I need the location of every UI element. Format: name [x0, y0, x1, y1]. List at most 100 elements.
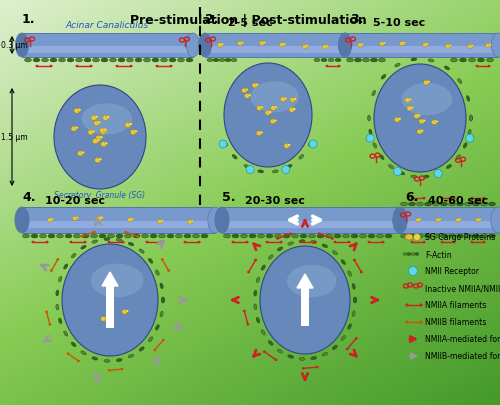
Ellipse shape — [426, 44, 428, 46]
Ellipse shape — [352, 311, 356, 317]
Ellipse shape — [422, 120, 426, 122]
Ellipse shape — [104, 238, 110, 241]
Ellipse shape — [232, 241, 234, 244]
Ellipse shape — [56, 290, 59, 296]
Ellipse shape — [108, 369, 110, 372]
Ellipse shape — [351, 234, 358, 239]
Ellipse shape — [411, 176, 417, 179]
Ellipse shape — [302, 45, 308, 50]
Ellipse shape — [118, 59, 125, 63]
Ellipse shape — [419, 321, 423, 324]
Ellipse shape — [373, 143, 377, 149]
Ellipse shape — [198, 241, 200, 244]
Ellipse shape — [92, 139, 98, 144]
Ellipse shape — [314, 59, 320, 63]
Ellipse shape — [244, 165, 250, 169]
Ellipse shape — [394, 64, 400, 68]
Ellipse shape — [376, 234, 384, 239]
Ellipse shape — [201, 234, 208, 239]
Ellipse shape — [410, 107, 414, 110]
Ellipse shape — [32, 241, 34, 244]
Ellipse shape — [292, 109, 296, 111]
Ellipse shape — [241, 43, 244, 45]
Ellipse shape — [215, 207, 229, 233]
Ellipse shape — [104, 143, 108, 145]
Ellipse shape — [122, 309, 128, 314]
Ellipse shape — [468, 45, 472, 49]
Ellipse shape — [394, 118, 400, 123]
Ellipse shape — [276, 238, 279, 240]
Ellipse shape — [231, 59, 237, 63]
Ellipse shape — [124, 234, 132, 239]
Ellipse shape — [290, 98, 296, 103]
Ellipse shape — [326, 234, 332, 239]
Ellipse shape — [125, 123, 131, 128]
Ellipse shape — [388, 165, 394, 169]
Ellipse shape — [75, 127, 78, 130]
Ellipse shape — [192, 234, 200, 239]
Ellipse shape — [100, 136, 103, 139]
Ellipse shape — [302, 367, 305, 370]
Bar — [205, 34, 345, 58]
Ellipse shape — [360, 271, 363, 274]
Ellipse shape — [321, 59, 327, 63]
Ellipse shape — [283, 44, 286, 46]
Ellipse shape — [248, 95, 251, 97]
Ellipse shape — [354, 297, 356, 303]
Ellipse shape — [436, 219, 440, 222]
Text: 40-60 sec: 40-60 sec — [428, 196, 488, 205]
Ellipse shape — [88, 130, 94, 136]
Text: 1.5 μm: 1.5 μm — [1, 133, 28, 142]
Ellipse shape — [405, 321, 409, 324]
Ellipse shape — [270, 107, 276, 111]
Ellipse shape — [130, 130, 136, 135]
Ellipse shape — [476, 66, 478, 68]
Ellipse shape — [470, 45, 474, 48]
Ellipse shape — [80, 236, 84, 238]
Ellipse shape — [284, 144, 290, 149]
Bar — [345, 47, 498, 54]
Ellipse shape — [243, 310, 246, 312]
Ellipse shape — [450, 59, 458, 63]
Ellipse shape — [15, 207, 29, 233]
Ellipse shape — [300, 234, 307, 239]
Ellipse shape — [488, 202, 496, 207]
Ellipse shape — [250, 82, 299, 113]
Ellipse shape — [76, 217, 78, 219]
Ellipse shape — [488, 234, 496, 239]
Ellipse shape — [448, 234, 456, 239]
Ellipse shape — [120, 368, 124, 371]
Text: NMIIB filaments: NMIIB filaments — [425, 318, 486, 327]
Ellipse shape — [258, 234, 264, 239]
Ellipse shape — [167, 234, 174, 239]
Ellipse shape — [104, 317, 108, 320]
Ellipse shape — [408, 202, 416, 207]
Circle shape — [246, 166, 254, 174]
Ellipse shape — [482, 197, 486, 200]
Text: 0.3 μm: 0.3 μm — [1, 41, 28, 50]
Circle shape — [282, 166, 290, 174]
Ellipse shape — [358, 44, 362, 48]
Circle shape — [408, 267, 418, 276]
Ellipse shape — [400, 202, 407, 207]
Ellipse shape — [418, 219, 421, 221]
Ellipse shape — [190, 221, 194, 223]
Ellipse shape — [407, 253, 411, 256]
Ellipse shape — [328, 59, 334, 63]
Ellipse shape — [135, 59, 142, 63]
Ellipse shape — [148, 259, 153, 264]
Ellipse shape — [458, 219, 461, 221]
Text: Inactive NMIIA/NMIIB: Inactive NMIIA/NMIIB — [425, 284, 500, 293]
Ellipse shape — [48, 234, 55, 239]
Ellipse shape — [294, 98, 296, 101]
Ellipse shape — [128, 243, 134, 246]
Ellipse shape — [491, 207, 500, 233]
Ellipse shape — [478, 219, 481, 221]
Ellipse shape — [310, 241, 316, 244]
Ellipse shape — [92, 240, 98, 244]
Ellipse shape — [470, 116, 472, 121]
Ellipse shape — [95, 116, 98, 119]
Text: SG Cargo Proteins: SG Cargo Proteins — [425, 233, 495, 242]
Ellipse shape — [96, 140, 100, 142]
Ellipse shape — [50, 66, 52, 68]
